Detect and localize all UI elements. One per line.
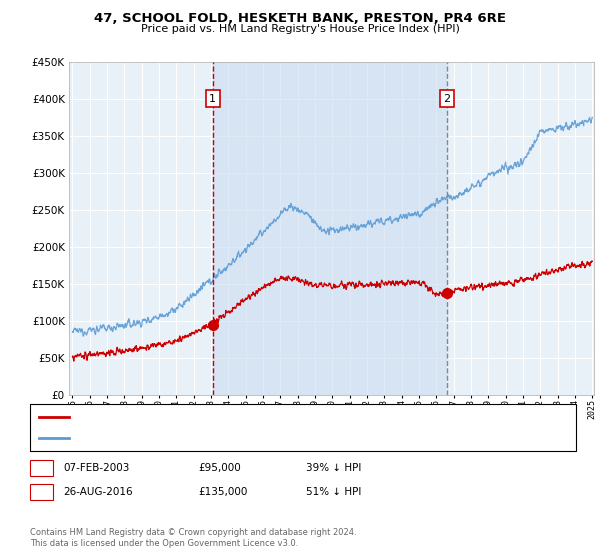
Text: Price paid vs. HM Land Registry's House Price Index (HPI): Price paid vs. HM Land Registry's House … xyxy=(140,24,460,34)
Text: 2: 2 xyxy=(443,94,450,104)
Text: 26-AUG-2016: 26-AUG-2016 xyxy=(63,487,133,497)
Text: £95,000: £95,000 xyxy=(198,463,241,473)
Text: HPI: Average price, detached house, West Lancashire: HPI: Average price, detached house, West… xyxy=(75,433,341,443)
Bar xyxy=(213,62,447,395)
Text: £135,000: £135,000 xyxy=(198,487,247,497)
Text: 07-FEB-2003: 07-FEB-2003 xyxy=(63,463,130,473)
Text: 2: 2 xyxy=(38,487,45,497)
Text: 47, SCHOOL FOLD, HESKETH BANK, PRESTON, PR4 6RE (detached house): 47, SCHOOL FOLD, HESKETH BANK, PRESTON, … xyxy=(75,412,440,422)
Text: Contains HM Land Registry data © Crown copyright and database right 2024.
This d: Contains HM Land Registry data © Crown c… xyxy=(30,528,356,548)
Text: 51% ↓ HPI: 51% ↓ HPI xyxy=(306,487,361,497)
Text: 39% ↓ HPI: 39% ↓ HPI xyxy=(306,463,361,473)
Text: 1: 1 xyxy=(209,94,217,104)
Text: 47, SCHOOL FOLD, HESKETH BANK, PRESTON, PR4 6RE: 47, SCHOOL FOLD, HESKETH BANK, PRESTON, … xyxy=(94,12,506,25)
Text: 1: 1 xyxy=(38,463,45,473)
